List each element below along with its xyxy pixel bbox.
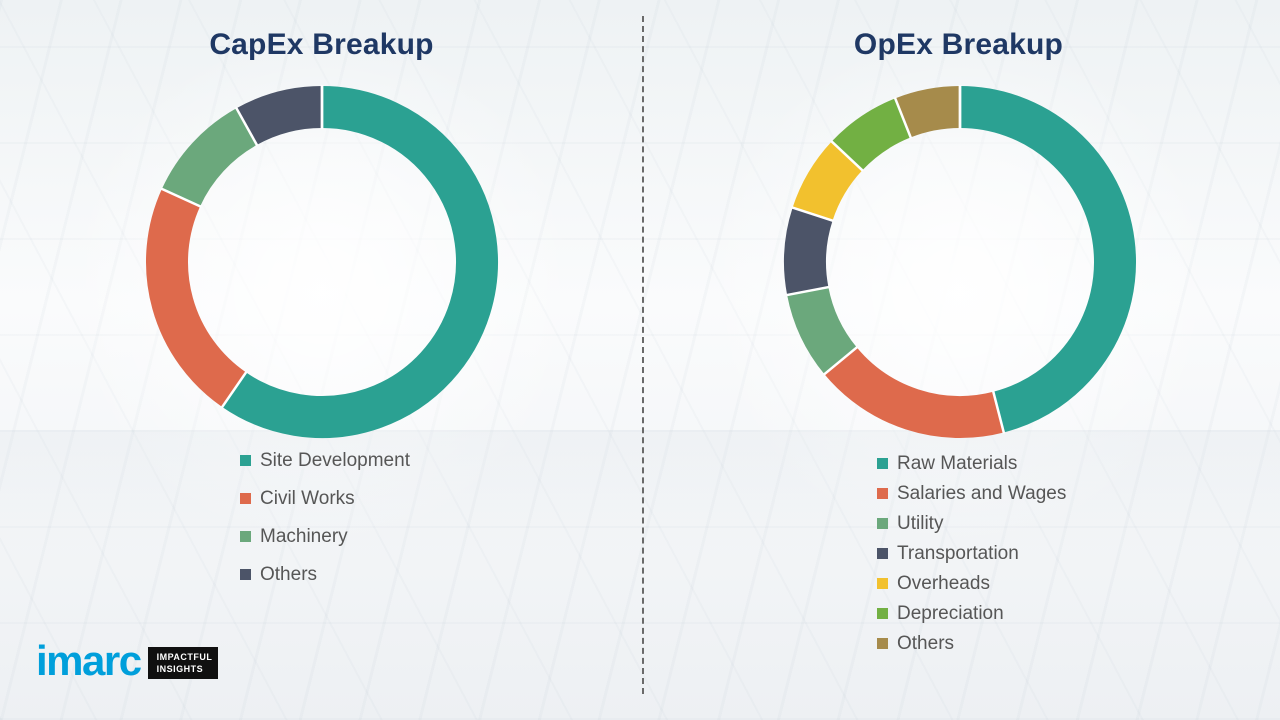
- donut-segment-salaries-and-wages: [824, 347, 1004, 438]
- legend-item: Transportation: [877, 543, 1066, 564]
- legend-label: Site Development: [260, 450, 410, 471]
- imarc-tagline-line2: INSIGHTS: [156, 664, 204, 674]
- donut-segment-others: [236, 86, 323, 146]
- donut-segment-transportation: [784, 207, 833, 295]
- legend-swatch: [240, 455, 251, 466]
- legend-label: Salaries and Wages: [897, 483, 1067, 504]
- legend-swatch: [240, 531, 251, 542]
- legend-label: Others: [260, 564, 318, 585]
- opex-legend: Raw Materials Salaries and Wages Utility…: [877, 453, 1066, 654]
- legend-swatch: [877, 488, 888, 499]
- imarc-logo: imarc IMPACTFUL INSIGHTS: [36, 637, 219, 686]
- legend-label: Raw Materials: [897, 453, 1018, 474]
- legend-item: Site Development: [240, 450, 410, 471]
- donut-segment-overheads: [792, 141, 863, 222]
- legend-label: Machinery: [260, 526, 348, 547]
- donut-segment-civil-works: [146, 188, 247, 407]
- legend-label: Civil Works: [260, 488, 355, 509]
- legend-label: Depreciation: [897, 603, 1004, 624]
- imarc-logo-divider: [147, 647, 151, 679]
- legend-swatch: [877, 518, 888, 529]
- segment-separator: [830, 139, 864, 172]
- legend-item: Others: [240, 564, 410, 585]
- legend-item: Civil Works: [240, 488, 410, 509]
- legend-item: Utility: [877, 513, 1066, 534]
- legend-swatch: [877, 578, 888, 589]
- legend-swatch: [240, 493, 251, 504]
- legend-swatch: [877, 458, 888, 469]
- background-floor-band: [0, 430, 1280, 550]
- segment-separator: [785, 285, 830, 297]
- donut-segment-others: [895, 86, 961, 138]
- segment-separator: [160, 187, 202, 208]
- legend-item: Depreciation: [877, 603, 1066, 624]
- donut-segment-site-development: [222, 86, 498, 438]
- segment-separator: [234, 106, 259, 147]
- capex-chart-title: CapEx Breakup: [209, 28, 434, 61]
- legend-swatch: [877, 638, 888, 649]
- capex-legend: Site Development Civil Works Machinery O…: [240, 450, 410, 585]
- legend-item: Others: [877, 633, 1066, 654]
- opex-donut-chart: [784, 85, 1136, 438]
- donut-segment-machinery: [161, 108, 258, 207]
- legend-item: Salaries and Wages: [877, 483, 1066, 504]
- divider-dashed-line: [642, 16, 644, 694]
- opex-chart-title: OpEx Breakup: [853, 28, 1064, 61]
- segment-separator: [822, 345, 859, 376]
- capex-donut-chart: [146, 85, 498, 438]
- legend-swatch: [240, 569, 251, 580]
- segment-separator: [893, 96, 913, 139]
- legend-swatch: [877, 608, 888, 619]
- legend-item: Raw Materials: [877, 453, 1066, 474]
- legend-item: Machinery: [240, 526, 410, 547]
- legend-label: Utility: [897, 513, 944, 534]
- donut-segment-raw-materials: [959, 86, 1136, 433]
- legend-item: Overheads: [877, 573, 1066, 594]
- imarc-logo-wordmark: imarc: [36, 637, 142, 684]
- donut-segment-utility: [787, 286, 858, 375]
- legend-label: Others: [897, 633, 955, 654]
- legend-label: Transportation: [897, 543, 1019, 564]
- segment-separator: [991, 390, 1006, 434]
- imarc-logo-tagline: IMPACTFUL INSIGHTS: [150, 646, 219, 680]
- segment-separator: [791, 206, 834, 223]
- segment-separator: [220, 370, 248, 409]
- imarc-tagline-line1: IMPACTFUL: [156, 651, 213, 662]
- legend-label: Overheads: [897, 573, 990, 594]
- legend-swatch: [877, 548, 888, 559]
- donut-segment-depreciation: [831, 98, 912, 171]
